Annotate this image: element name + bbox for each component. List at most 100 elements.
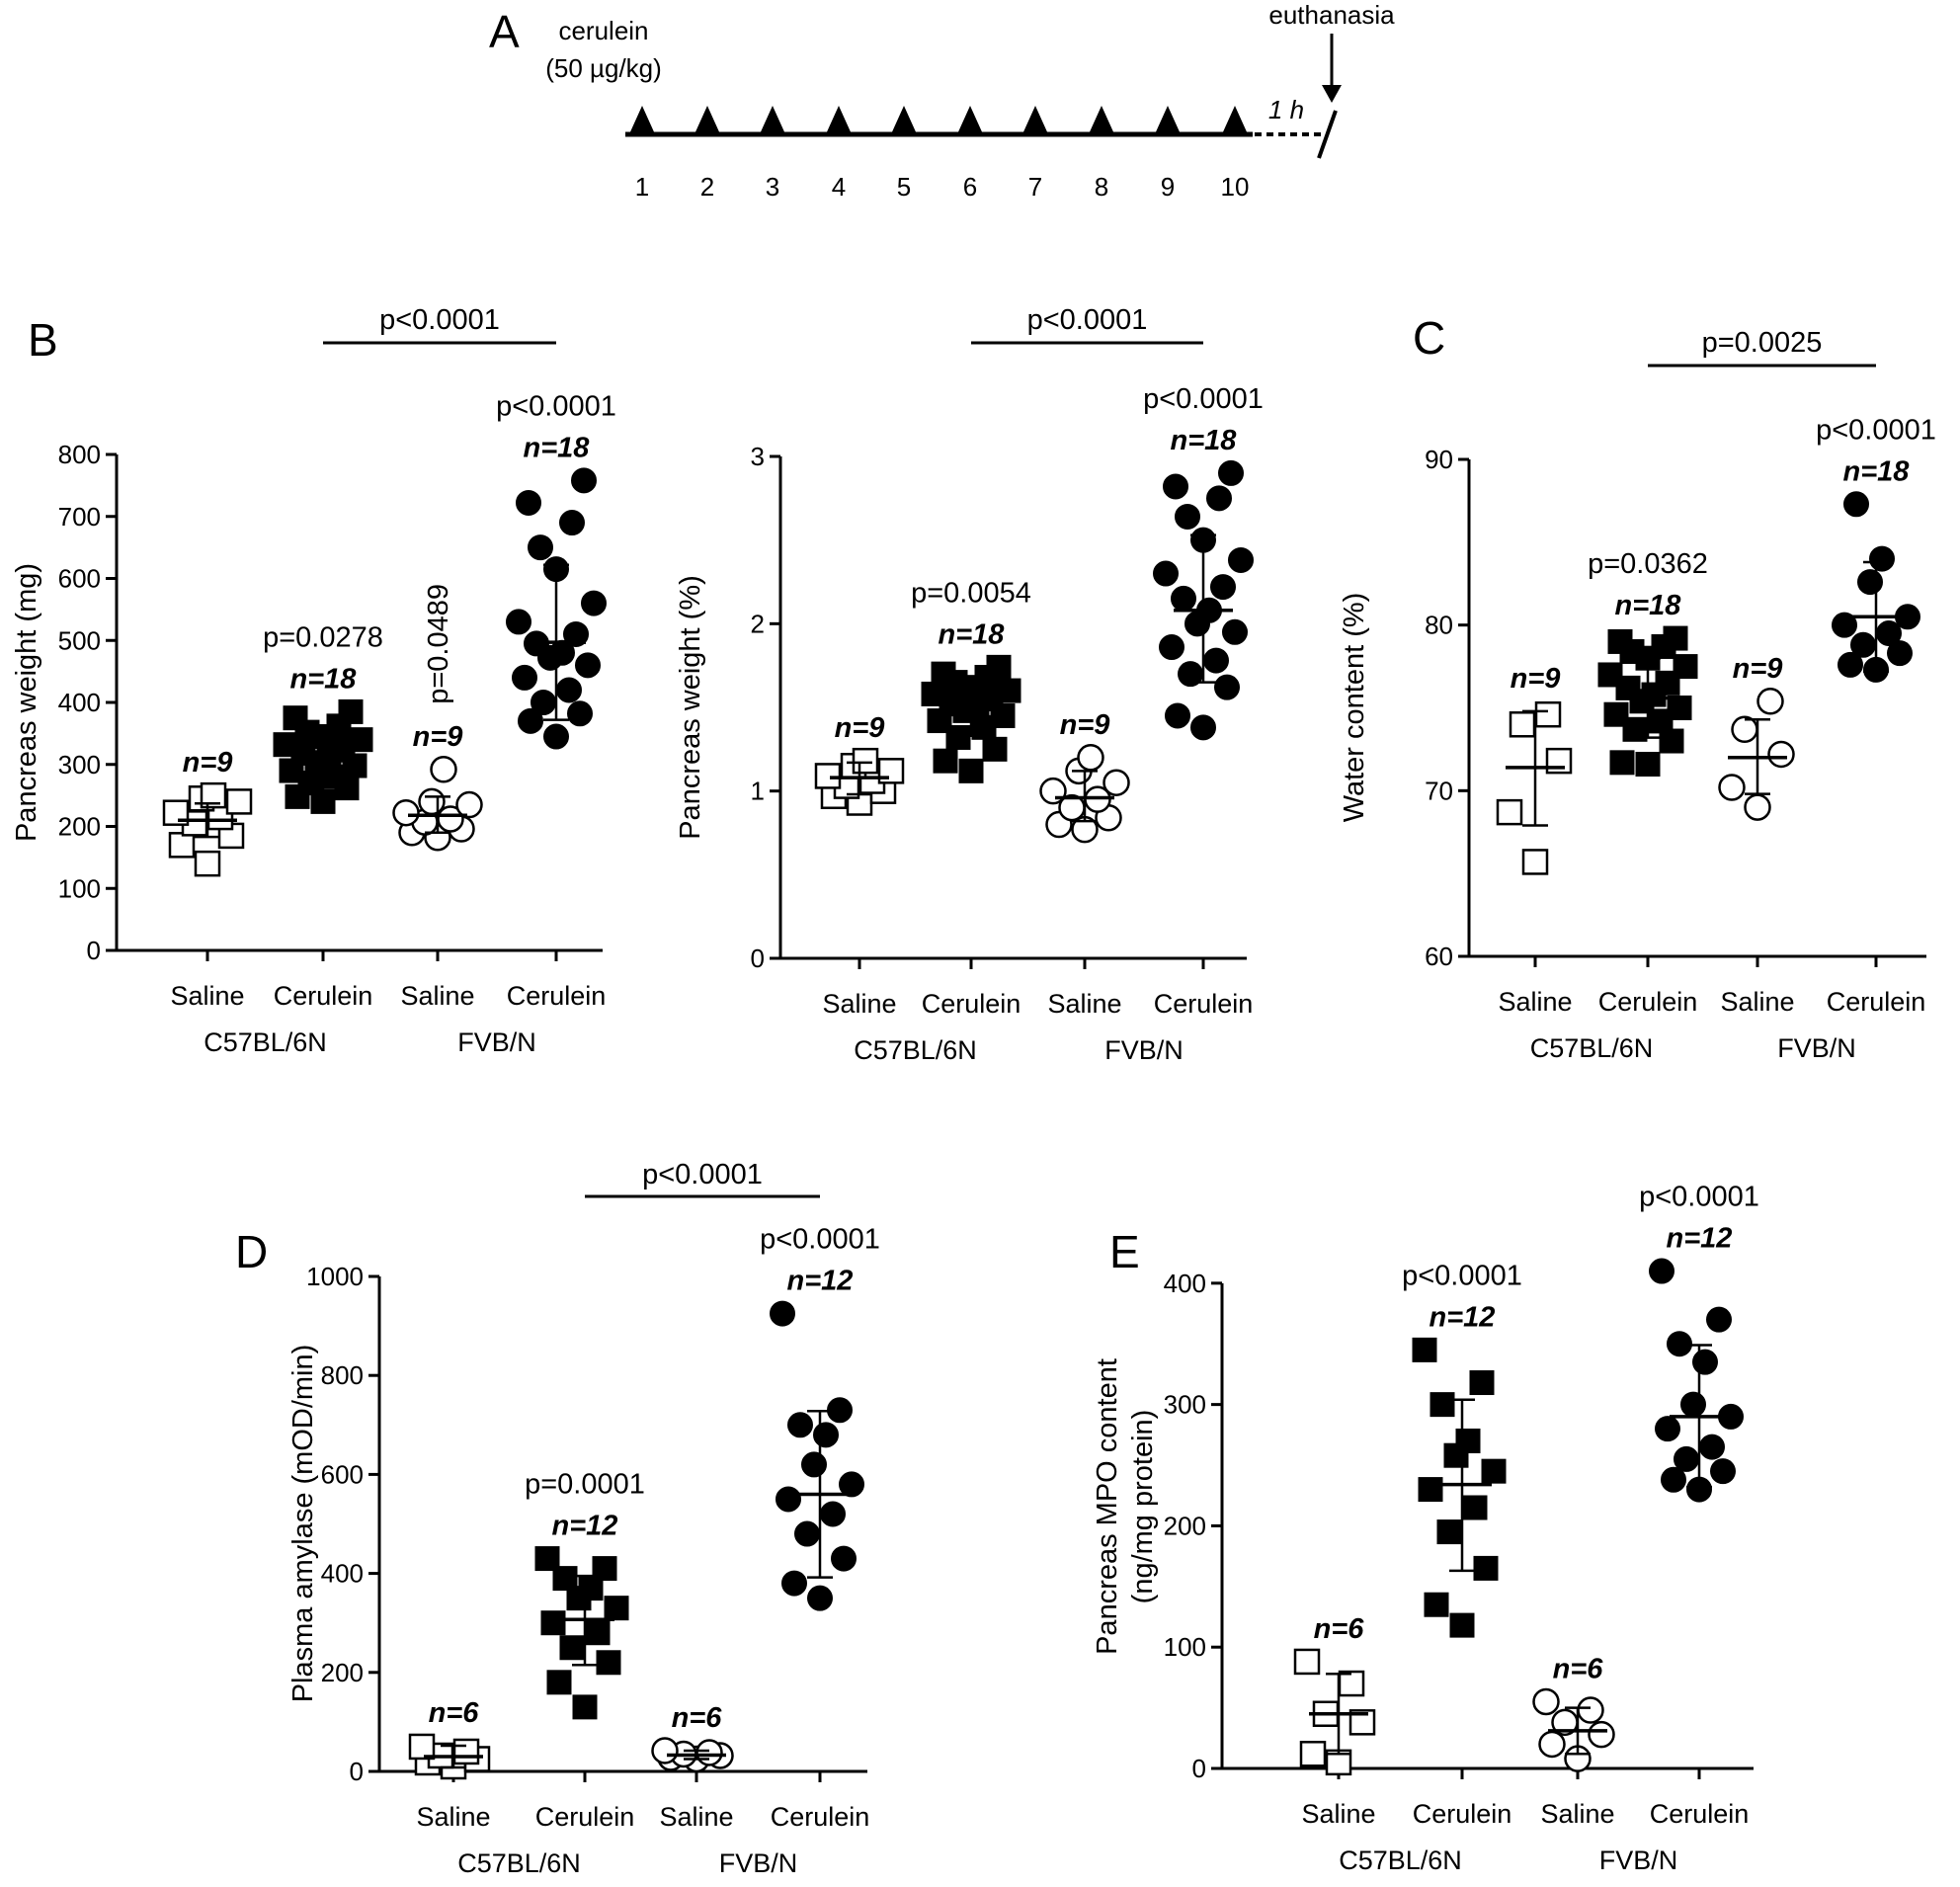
injection-triangle xyxy=(759,106,786,136)
data-point xyxy=(1218,459,1244,486)
data-point xyxy=(546,1670,572,1695)
y-tick-label: 0 xyxy=(751,944,765,973)
n-label: n=18 xyxy=(1171,425,1238,456)
n-label: n=18 xyxy=(1615,590,1682,621)
data-point xyxy=(1429,1392,1455,1418)
data-point xyxy=(1077,744,1104,772)
panel-letter: C xyxy=(1413,312,1445,364)
data-point xyxy=(1832,612,1857,638)
data-point xyxy=(452,1738,480,1765)
panel-a-timeline: A cerulein (50 µg/kg) euthanasia 1 h 1 2 3… xyxy=(489,0,1395,202)
data-point xyxy=(1699,1434,1725,1460)
injection-number: 9 xyxy=(1161,172,1175,202)
chart-mpo: E 0 100 200 300 400 Pancreas MPO content (ng/mg… xyxy=(1092,1182,1759,1875)
data-point xyxy=(338,698,364,724)
data-point xyxy=(516,489,541,516)
data-point xyxy=(1203,647,1229,674)
data-point xyxy=(408,1733,436,1761)
data-point xyxy=(1436,1519,1462,1545)
category-label: Cerulein xyxy=(1154,989,1254,1019)
data-point xyxy=(1496,798,1523,826)
comparison-p-value: p<0.0001 xyxy=(379,304,500,336)
data-point xyxy=(1603,701,1629,727)
data-point xyxy=(770,1300,795,1327)
y-tick-label: 600 xyxy=(321,1459,364,1489)
data-point xyxy=(1850,631,1876,658)
data-point xyxy=(1424,1592,1449,1617)
y-axis-label-line: Pancreas MPO content xyxy=(1092,1358,1123,1655)
delay-label: 1 h xyxy=(1268,95,1304,124)
strain-label: C57BL/6N xyxy=(457,1848,581,1878)
data-point xyxy=(931,661,956,687)
drug-label-line1: cerulein xyxy=(558,16,648,45)
category-label: Saline xyxy=(822,989,896,1019)
y-tick-label: 400 xyxy=(1164,1269,1206,1298)
chart-pw_mg: B 0 100 200 300 400 500 600 700 800 Pancreas weigh… xyxy=(11,304,616,1057)
euthanasia-label: euthanasia xyxy=(1268,0,1395,30)
data-point xyxy=(567,700,593,727)
n-label: n=18 xyxy=(1843,455,1911,487)
panel-letter: D xyxy=(235,1226,268,1277)
category-label: Saline xyxy=(1540,1799,1614,1829)
data-point xyxy=(1680,1391,1706,1418)
y-axis-label: Pancreas weight (%) xyxy=(675,575,706,840)
data-point xyxy=(1299,1741,1327,1767)
data-point xyxy=(430,756,457,783)
n-label: n=12 xyxy=(552,1511,618,1542)
group-3-cerulein: n=18 p<0.0001 xyxy=(496,390,616,750)
n-label: n=6 xyxy=(429,1697,480,1729)
category-label: Cerulein xyxy=(771,1802,870,1832)
data-point xyxy=(1843,491,1869,518)
injection-triangle xyxy=(890,106,918,136)
y-tick-label: 100 xyxy=(58,873,101,903)
injection-triangle xyxy=(825,106,853,136)
data-point xyxy=(651,1737,679,1764)
injection-triangle xyxy=(1088,106,1115,136)
y-tick-label: 90 xyxy=(1425,445,1453,474)
category-label: Cerulein xyxy=(1650,1799,1750,1829)
n-label: n=9 xyxy=(1733,653,1783,685)
data-point xyxy=(575,652,601,679)
y-tick-label: 100 xyxy=(1164,1632,1206,1662)
data-point xyxy=(1171,585,1196,612)
data-point xyxy=(512,664,537,691)
strain-label: FVB/N xyxy=(1777,1033,1856,1063)
category-label: Saline xyxy=(416,1802,490,1832)
data-point xyxy=(1102,769,1130,796)
data-point xyxy=(781,1570,807,1597)
panel-letter: B xyxy=(28,314,58,366)
y-tick-label: 60 xyxy=(1425,942,1453,971)
y-tick-label: 800 xyxy=(58,440,101,469)
data-point xyxy=(807,1585,833,1611)
data-point xyxy=(1462,1495,1488,1520)
y-tick-label: 500 xyxy=(58,625,101,655)
strain-label: C57BL/6N xyxy=(1339,1846,1462,1875)
group-3-cerulein: n=12 p<0.0001 xyxy=(760,1224,880,1611)
data-point xyxy=(1222,618,1248,645)
chart-amylase: D 0 200 400 600 800 1000 Plasma amylase (mOD/mi… xyxy=(235,1159,880,1878)
data-point xyxy=(1635,752,1661,778)
y-tick-label: 200 xyxy=(321,1658,364,1687)
group-2-saline: n=9 xyxy=(1039,709,1130,844)
y-axis-label-line: (ng/mg protein) xyxy=(1127,1410,1159,1604)
data-point xyxy=(1663,625,1688,651)
data-point xyxy=(1857,569,1883,596)
data-point xyxy=(1190,714,1216,741)
data-point xyxy=(820,1501,846,1527)
injection-number: 8 xyxy=(1095,172,1108,202)
data-point xyxy=(168,832,196,859)
data-point xyxy=(1509,711,1536,738)
injection-triangle xyxy=(694,106,721,136)
n-label: n=12 xyxy=(787,1266,854,1297)
data-point xyxy=(1418,1477,1443,1503)
injection-markers: 1 2 3 4 5 6 7 8 9 10 xyxy=(628,106,1249,202)
data-point xyxy=(455,790,483,819)
y-axis-label: Plasma amylase (mOD/min) xyxy=(287,1345,319,1703)
data-point xyxy=(1534,700,1562,728)
data-point xyxy=(958,758,984,783)
data-point xyxy=(1674,1445,1699,1472)
comparison-p-value: p<0.0001 xyxy=(1027,304,1148,336)
y-tick-label: 3 xyxy=(751,442,765,471)
data-point xyxy=(1876,620,1902,647)
data-point xyxy=(1887,640,1913,667)
